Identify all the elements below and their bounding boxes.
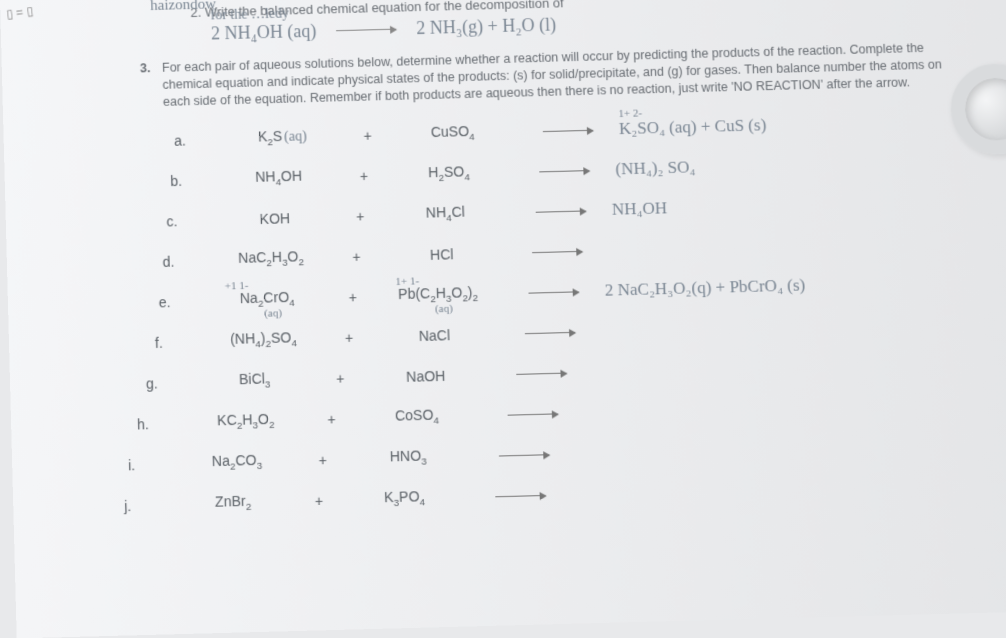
products-handwritten: NH₄OH: [606, 190, 976, 220]
products-handwritten: K₂SO₄ (aq) + CuS (s)1+ 2-: [613, 109, 972, 138]
row-letter: h.: [127, 415, 176, 432]
handwriting-top: haizondow: [150, 0, 216, 15]
reactant-1: KOH: [204, 208, 345, 228]
reactant-1: BiCl3: [184, 369, 325, 393]
reactant-2: Pb(C2H3O2)21+ 1-(aq): [367, 283, 508, 307]
row-letter: b.: [160, 172, 209, 189]
yields-arrow-icon: [496, 364, 587, 383]
q3-text: For each pair of aqueous solutions below…: [162, 41, 942, 109]
reactant-1: Na2CO3: [166, 450, 308, 474]
yields-arrow-icon: [512, 242, 603, 261]
row-letter: g.: [136, 374, 185, 391]
reactant-2: NaOH: [355, 366, 496, 386]
row-letter: d.: [152, 252, 201, 269]
products-handwritten: (NH₄)₂ SO₄: [609, 150, 974, 180]
plus-sign: +: [303, 492, 334, 509]
handwriting-top2: for the …ledy: [210, 6, 289, 24]
yields-arrow-icon: [515, 201, 606, 219]
q3-number: 3.: [140, 60, 151, 77]
plus-sign: +: [307, 451, 338, 468]
plus-sign: +: [349, 167, 380, 184]
yields-arrow-icon: [508, 282, 599, 301]
yields-arrow-icon: [504, 323, 595, 342]
margin-marks: ▯ = ▯: [6, 4, 34, 21]
reactant-1: KC2H3O2: [175, 409, 317, 433]
reactions-table: a.K2S(aq)+CuSO4K₂SO₄ (aq) + CuS (s)1+ 2-…: [103, 99, 988, 526]
reactant-2: NH4Cl: [375, 202, 516, 226]
plus-sign: +: [337, 288, 368, 305]
reactant-1: Na2CrO4(aq)+1 1-: [197, 287, 338, 311]
reactant-2: HCl: [371, 244, 512, 264]
reactant-2: CuSO4: [382, 121, 523, 145]
row-letter: j.: [114, 497, 163, 515]
products-handwritten: [587, 361, 982, 371]
products-handwritten: [566, 483, 987, 494]
reactant-2: CoSO4: [346, 405, 488, 429]
worksheet-page: ▯ = ▯ haizondow for the …ledy 2. Write t…: [0, 0, 1006, 638]
reactant-1: NaC2H3O2: [200, 247, 341, 271]
products-handwritten: [602, 240, 976, 250]
reactant-1: K2S(aq): [212, 126, 353, 150]
plus-sign: +: [341, 248, 372, 265]
reactant-1: NH4OH: [208, 166, 349, 190]
q2-right: 2 NH₃(g) + H₂O (l): [416, 14, 556, 39]
products-handwritten: [569, 442, 985, 453]
question-3: 3. For each pair of aqueous solutions be…: [162, 39, 970, 111]
plus-sign: +: [345, 208, 376, 225]
reactant-1: (NH4)2SO4: [193, 328, 334, 352]
yields-arrow-icon: [479, 445, 570, 464]
plus-sign: +: [325, 370, 356, 387]
row-letter: e.: [148, 293, 197, 310]
yields-arrow-icon: [487, 404, 578, 423]
yields-arrow-icon: [475, 486, 566, 505]
yields-arrow-icon: [523, 121, 614, 139]
reactant-2: HNO3: [337, 446, 479, 470]
products-handwritten: [578, 402, 984, 413]
plus-sign: +: [316, 410, 347, 427]
reactant-1: ZnBr2: [162, 491, 304, 515]
plus-sign: +: [334, 329, 365, 346]
yields-arrow-icon: [519, 161, 610, 179]
row-letter: c.: [156, 212, 205, 229]
reactant-2: K3PO4: [334, 486, 476, 510]
q2-left: 2 NH₄OH (aq): [211, 21, 317, 45]
row-letter: i.: [118, 456, 167, 474]
row-letter: a.: [164, 131, 213, 148]
reaction-arrow-icon: [336, 29, 396, 32]
row-letter: f.: [145, 333, 194, 350]
products-handwritten: [595, 321, 980, 331]
reactant-2: NaCl: [364, 325, 505, 345]
plus-sign: +: [352, 127, 383, 144]
reactant-2: H2SO4: [379, 162, 520, 186]
products-handwritten: 2 NaC₂H₃O₂(q) + PbCrO₄ (s): [598, 270, 978, 300]
